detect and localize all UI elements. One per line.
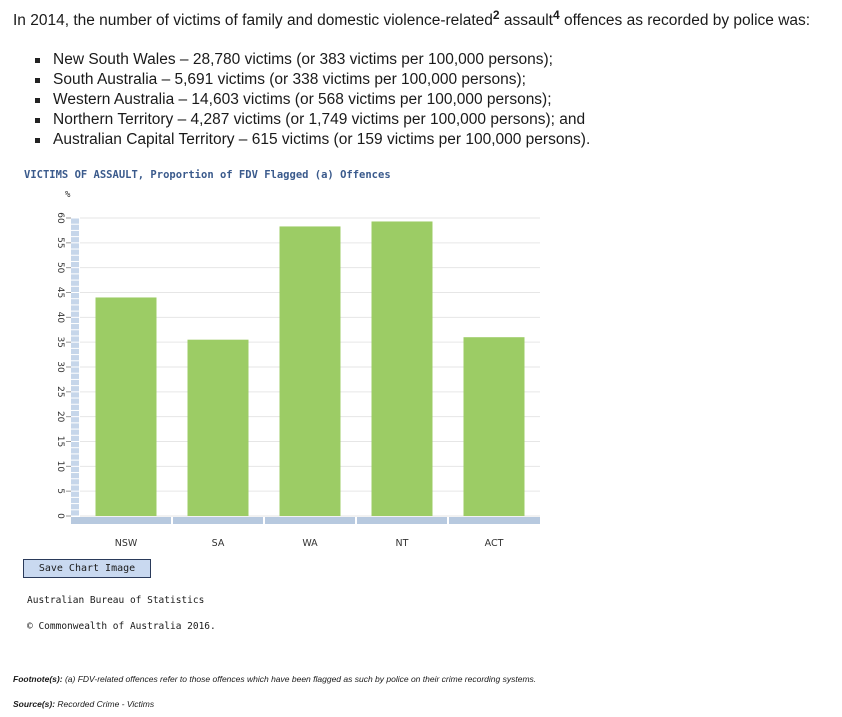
y-axis-strip-segment (71, 429, 79, 435)
y-tick-label: 35 (55, 336, 65, 347)
y-axis-strip-segment (71, 404, 79, 410)
bar-chart: 0 5 10 15 20 25 30 35 40 45 50 55 60 NSW SA WA NT ACT (55, 212, 540, 549)
y-axis-strip-segment (71, 504, 79, 510)
list-item: Australian Capital Territory – 615 victi… (35, 130, 590, 150)
y-axis-strip-segment (71, 249, 79, 255)
footnote-label: Footnote(s): (13, 674, 63, 684)
y-tick-label: 25 (55, 386, 65, 397)
y-tick-label: 20 (55, 411, 65, 423)
y-axis-strip-segment (71, 218, 79, 224)
y-axis-strip-segment (71, 268, 79, 274)
y-axis-strip-segment (71, 255, 79, 261)
y-axis-strip-segment (71, 355, 79, 361)
x-axis-strip (71, 517, 540, 524)
list-item: South Australia – 5,691 victims (or 338 … (35, 70, 590, 90)
y-axis-strip-segment (71, 367, 79, 373)
intro-text-before: In 2014, the number of victims of family… (13, 12, 493, 29)
y-axis-strip-segment (71, 324, 79, 330)
y-axis-strip-segment (71, 280, 79, 286)
list-item: Western Australia – 14,603 victims (or 5… (35, 90, 590, 110)
y-axis-unit-label: % (65, 190, 71, 200)
x-tick-label: NSW (115, 538, 138, 549)
y-axis-strip-segment (71, 317, 79, 324)
y-axis-strip-segment (71, 398, 79, 404)
source-text: Recorded Crime - Victims (55, 699, 155, 709)
save-chart-image-button[interactable]: Save Chart Image (23, 559, 151, 578)
y-tick-label: 40 (55, 312, 65, 324)
statistics-list: New South Wales – 28,780 victims (or 383… (35, 50, 590, 150)
y-axis-strip-segment (71, 361, 79, 367)
y-axis-strip-segment (71, 348, 79, 355)
y-axis-strip-segment (71, 293, 79, 299)
y-tick-label: 55 (55, 237, 65, 248)
y-tick-label: 0 (55, 513, 65, 519)
y-axis-strip-segment (71, 379, 79, 386)
y-axis-strip-segment (71, 386, 79, 392)
y-axis-strip-segment (71, 330, 79, 336)
y-tick-label: 5 (55, 488, 65, 494)
y-axis-strip-segment (71, 274, 79, 280)
y-axis-strip-segment (71, 442, 79, 448)
y-axis-strip-segment (71, 448, 79, 454)
source-organisation: Australian Bureau of Statistics (27, 595, 205, 606)
y-axis-strip-segment (71, 342, 79, 348)
y-axis-strip-segment (71, 497, 79, 504)
y-axis-strip-segment (71, 299, 79, 305)
footnote-text: (a) FDV-related offences refer to those … (62, 674, 537, 684)
y-axis-strip-segment (71, 230, 79, 237)
y-axis-strip-segment (71, 491, 79, 497)
footnote: Footnote(s): (a) FDV-related offences re… (13, 674, 536, 684)
y-axis-strip-segment (71, 466, 79, 473)
y-axis-strip-segment (71, 224, 79, 230)
intro-text-after: offences as recorded by police was: (559, 12, 811, 29)
footnote-ref-2[interactable]: 2 (492, 7, 500, 22)
x-tick-label: NT (396, 538, 409, 549)
bar-sa (187, 339, 249, 516)
x-tick-label: ACT (485, 538, 504, 549)
bar-nsw (95, 297, 157, 516)
y-axis-strip-segment (71, 485, 79, 491)
y-axis-strip-segment (71, 373, 79, 379)
y-axis-strip-segment (71, 261, 79, 268)
x-tick-label: WA (302, 538, 318, 549)
y-axis-strip-segment (71, 305, 79, 311)
y-axis-strip-segment (71, 510, 79, 516)
y-axis-strip-segment (71, 392, 79, 398)
y-axis-strip-segment (71, 311, 79, 317)
y-axis-strip-segment (71, 435, 79, 441)
y-axis-strip-segment (71, 479, 79, 485)
chart-title: VICTIMS OF ASSAULT, Proportion of FDV Fl… (24, 169, 391, 181)
intro-paragraph: In 2014, the number of victims of family… (13, 7, 839, 31)
y-axis-strip-segment (71, 423, 79, 429)
bar-act (463, 337, 525, 516)
y-tick-label: 30 (55, 361, 65, 373)
bar-nt (371, 221, 433, 516)
list-item: New South Wales – 28,780 victims (or 383… (35, 50, 590, 70)
y-tick-label: 50 (55, 262, 65, 274)
y-axis-strip-segment (71, 473, 79, 479)
y-tick-label: 15 (55, 436, 65, 447)
y-axis-strip-segment (71, 243, 79, 249)
source-label: Source(s): (13, 699, 56, 709)
bar-wa (279, 226, 341, 516)
y-tick-label: 10 (55, 461, 65, 473)
y-axis-strip-segment (71, 410, 79, 417)
y-tick-label: 45 (55, 287, 65, 298)
copyright-notice: © Commonwealth of Australia 2016. (27, 621, 216, 632)
y-axis-strip-segment (71, 237, 79, 243)
y-axis-strip-segment (71, 460, 79, 466)
x-tick-label: SA (212, 538, 225, 549)
source-note: Source(s): Recorded Crime - Victims (13, 699, 154, 709)
y-axis-strip-segment (71, 336, 79, 342)
y-axis-strip-segment (71, 417, 79, 423)
y-axis-strip-segment (71, 286, 79, 292)
intro-text-mid: assault (499, 12, 553, 29)
y-tick-label: 60 (55, 212, 65, 224)
list-item: Northern Territory – 4,287 victims (or 1… (35, 110, 590, 130)
footnote-ref-4[interactable]: 4 (552, 7, 560, 22)
y-axis-strip-segment (71, 454, 79, 460)
